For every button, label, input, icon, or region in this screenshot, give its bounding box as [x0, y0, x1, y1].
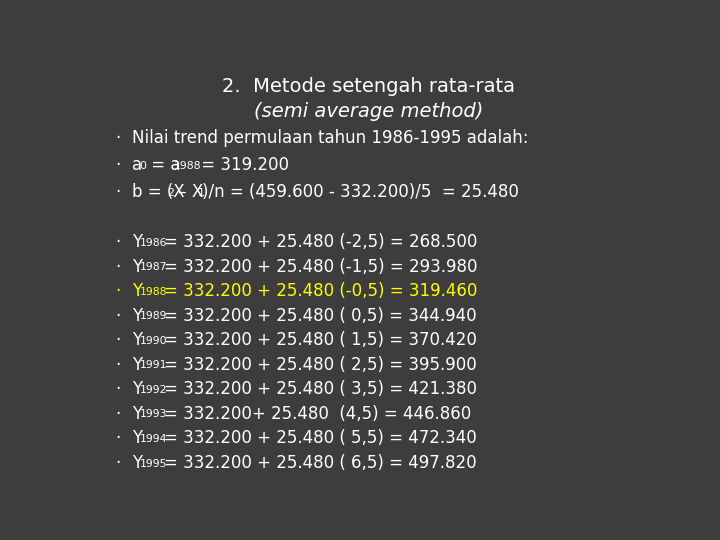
Text: )/n = (459.600 - 332.200)/5  = 25.480: )/n = (459.600 - 332.200)/5 = 25.480	[202, 183, 519, 201]
Text: 1987: 1987	[140, 262, 168, 272]
Text: = 332.200 + 25.480 ( 2,5) = 395.900: = 332.200 + 25.480 ( 2,5) = 395.900	[163, 356, 477, 374]
Text: = 332.200 + 25.480 ( 6,5) = 497.820: = 332.200 + 25.480 ( 6,5) = 497.820	[163, 454, 477, 472]
Text: = 332.200 + 25.480 ( 1,5) = 370.420: = 332.200 + 25.480 ( 1,5) = 370.420	[163, 332, 477, 349]
Text: = 332.200 + 25.480 (-2,5) = 268.500: = 332.200 + 25.480 (-2,5) = 268.500	[163, 233, 477, 251]
Text: ·: ·	[115, 429, 120, 448]
Text: b = (X: b = (X	[132, 183, 184, 201]
Text: Y: Y	[132, 356, 142, 374]
Text: ·: ·	[115, 258, 120, 276]
Text: 2: 2	[167, 188, 174, 198]
Text: 1991: 1991	[140, 360, 168, 370]
Text: = 332.200 + 25.480 ( 0,5) = 344.940: = 332.200 + 25.480 ( 0,5) = 344.940	[163, 307, 477, 325]
Text: Nilai trend permulaan tahun 1986-1995 adalah:: Nilai trend permulaan tahun 1986-1995 ad…	[132, 129, 528, 147]
Text: ·: ·	[115, 356, 120, 374]
Text: Y: Y	[132, 307, 142, 325]
Text: ·: ·	[115, 405, 120, 423]
Text: ·: ·	[115, 282, 120, 300]
Text: ·: ·	[115, 454, 120, 472]
Text: = 319.200: = 319.200	[196, 156, 289, 174]
Text: = 332.200+ 25.480  (4,5) = 446.860: = 332.200+ 25.480 (4,5) = 446.860	[163, 405, 471, 423]
Text: Y: Y	[132, 258, 142, 276]
Text: 1988: 1988	[140, 287, 168, 297]
Text: = 332.200 + 25.480 (-0,5) = 319.460: = 332.200 + 25.480 (-0,5) = 319.460	[163, 282, 477, 300]
Text: Y: Y	[132, 454, 142, 472]
Text: Y: Y	[132, 380, 142, 399]
Text: Y: Y	[132, 332, 142, 349]
Text: = 332.200 + 25.480 ( 3,5) = 421.380: = 332.200 + 25.480 ( 3,5) = 421.380	[163, 380, 477, 399]
Text: – X: – X	[173, 183, 203, 201]
Text: ·: ·	[115, 380, 120, 399]
Text: = 332.200 + 25.480 (-1,5) = 293.980: = 332.200 + 25.480 (-1,5) = 293.980	[163, 258, 477, 276]
Text: ·: ·	[115, 307, 120, 325]
Text: 0: 0	[139, 161, 146, 171]
Text: ·: ·	[115, 183, 120, 201]
Text: Y: Y	[132, 405, 142, 423]
Text: 2.  Metode setengah rata-rata: 2. Metode setengah rata-rata	[222, 77, 516, 96]
Text: Y: Y	[132, 233, 142, 251]
Text: Y: Y	[132, 429, 142, 448]
Text: (semi average method): (semi average method)	[254, 102, 484, 121]
Text: 1986: 1986	[140, 238, 168, 248]
Text: ·: ·	[115, 156, 120, 174]
Text: = 332.200 + 25.480 ( 5,5) = 472.340: = 332.200 + 25.480 ( 5,5) = 472.340	[163, 429, 477, 448]
Text: 1: 1	[198, 188, 204, 198]
Text: 1993: 1993	[140, 409, 168, 420]
Text: 1992: 1992	[140, 385, 168, 395]
Text: 1990: 1990	[140, 336, 168, 346]
Text: a: a	[132, 156, 142, 174]
Text: ·: ·	[115, 332, 120, 349]
Text: 1988: 1988	[174, 161, 202, 171]
Text: 1989: 1989	[140, 312, 168, 321]
Text: = a: = a	[146, 156, 181, 174]
Text: ·: ·	[115, 233, 120, 251]
Text: ·: ·	[115, 129, 120, 147]
Text: 1995: 1995	[140, 458, 168, 469]
Text: Y: Y	[132, 282, 142, 300]
Text: 1994: 1994	[140, 434, 168, 444]
